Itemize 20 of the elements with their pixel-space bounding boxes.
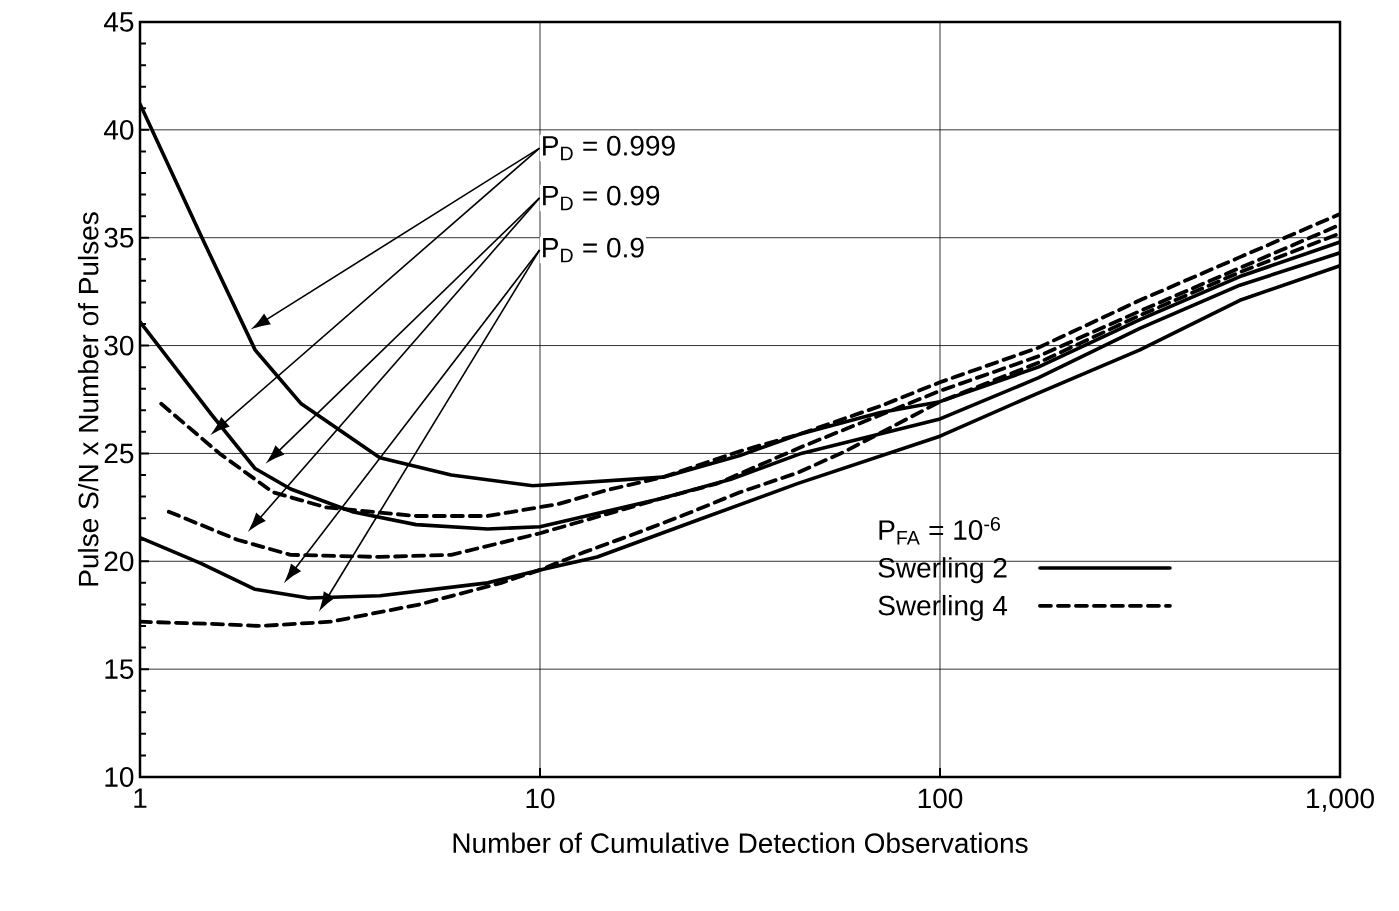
y-tick-label: 25 (104, 443, 134, 464)
legend-label: Swerling 2 (878, 557, 1007, 584)
legend-title: P$_{FA}$ = 10$^{-6}$ (879, 516, 1000, 545)
y-tick-label: 10 (105, 767, 134, 787)
y-tick-label: 20 (104, 551, 134, 572)
annotation: P$_{D}$ = 0.9 (543, 237, 644, 263)
y-axis-title: Pulse S/N x Number of Pulses (77, 212, 99, 586)
y-tick-label: 30 (104, 335, 134, 356)
y-tick-label: 35 (104, 227, 134, 248)
x-axis-title: Number of Cumulative Detection Observations (453, 832, 1028, 854)
y-tick-label: 40 (103, 119, 134, 140)
x-tick-label: 1,000 (1307, 788, 1374, 812)
annotation: P$_{D}$ = 0.99 (543, 185, 660, 211)
x-tick-label: 100 (918, 788, 963, 809)
y-tick-label: 45 (103, 12, 134, 32)
y-tick-label: 15 (105, 659, 134, 679)
x-tick-label: 1 (134, 788, 147, 808)
x-tick-label: 10 (526, 788, 555, 809)
annotation: P$_{D}$ = 0.999 (543, 135, 675, 161)
legend-label: Swerling 4 (878, 594, 1008, 622)
